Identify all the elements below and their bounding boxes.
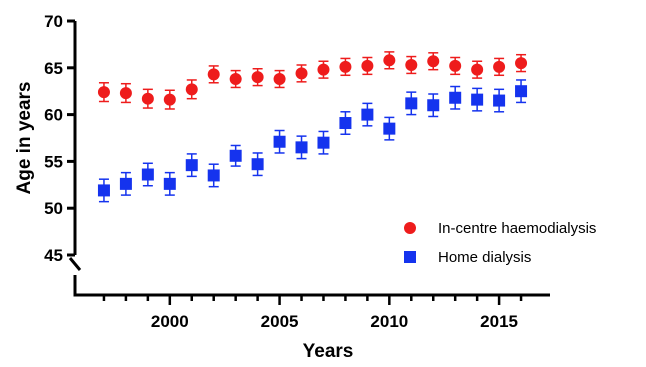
y-tick-label: 65	[44, 59, 63, 78]
data-markers	[97, 54, 528, 197]
data-point-circle	[449, 59, 462, 72]
y-tick-label: 70	[44, 12, 63, 31]
data-point-square	[185, 159, 198, 172]
data-point-circle	[185, 83, 198, 96]
data-point-circle	[97, 86, 110, 99]
axes	[67, 19, 550, 305]
legend-label: In-centre haemodialysis	[438, 220, 596, 237]
data-point-circle	[119, 87, 132, 100]
y-tick-label: 50	[44, 199, 63, 218]
data-point-circle	[471, 63, 484, 76]
data-point-circle	[229, 73, 242, 86]
legend-marker-circle	[404, 222, 416, 234]
data-point-square	[427, 99, 440, 112]
data-point-circle	[405, 58, 418, 71]
x-tick-label: 2010	[370, 312, 408, 331]
data-point-circle	[141, 92, 154, 105]
data-point-square	[273, 135, 286, 148]
y-tick-label: 60	[44, 106, 63, 125]
legend-marker-square	[404, 251, 416, 263]
error-bars	[98, 51, 527, 203]
data-point-square	[405, 97, 418, 110]
data-point-square	[339, 117, 352, 130]
legend: In-centre haemodialysis Home dialysis	[404, 220, 596, 266]
data-point-square	[163, 177, 176, 190]
tick-labels: 45 50 55 60 65 70 2000 2005 2010 2015	[44, 12, 518, 331]
data-point-square	[251, 158, 264, 171]
data-point-square	[141, 168, 154, 181]
data-point-square	[493, 94, 506, 107]
data-point-square	[229, 149, 242, 162]
data-point-circle	[207, 68, 220, 81]
y-axis-break-mark	[68, 257, 82, 271]
y-axis-title: Age in years	[14, 82, 35, 195]
x-tick-label: 2015	[480, 312, 518, 331]
data-point-circle	[383, 54, 396, 67]
legend-label: Home dialysis	[438, 249, 531, 266]
data-point-circle	[493, 60, 506, 73]
data-point-circle	[251, 71, 264, 84]
data-point-circle	[427, 55, 440, 68]
data-point-square	[295, 141, 308, 154]
data-point-circle	[361, 59, 374, 72]
data-point-square	[119, 177, 132, 190]
data-point-circle	[339, 60, 352, 73]
data-point-circle	[515, 57, 528, 70]
y-tick-label: 45	[44, 246, 63, 265]
data-point-circle	[295, 67, 308, 80]
x-tick-label: 2000	[151, 312, 189, 331]
data-point-square	[515, 85, 528, 98]
y-tick-label: 55	[44, 152, 63, 171]
data-point-square	[207, 169, 220, 182]
x-axis-title: Years	[303, 341, 354, 362]
data-point-square	[317, 136, 330, 149]
data-point-square	[361, 108, 374, 121]
data-point-circle	[163, 93, 176, 106]
data-point-square	[449, 91, 462, 104]
data-point-square	[471, 93, 484, 106]
data-point-circle	[317, 63, 330, 76]
data-point-square	[97, 184, 110, 197]
data-point-square	[383, 122, 396, 135]
data-point-circle	[273, 73, 286, 86]
x-tick-label: 2005	[261, 312, 299, 331]
